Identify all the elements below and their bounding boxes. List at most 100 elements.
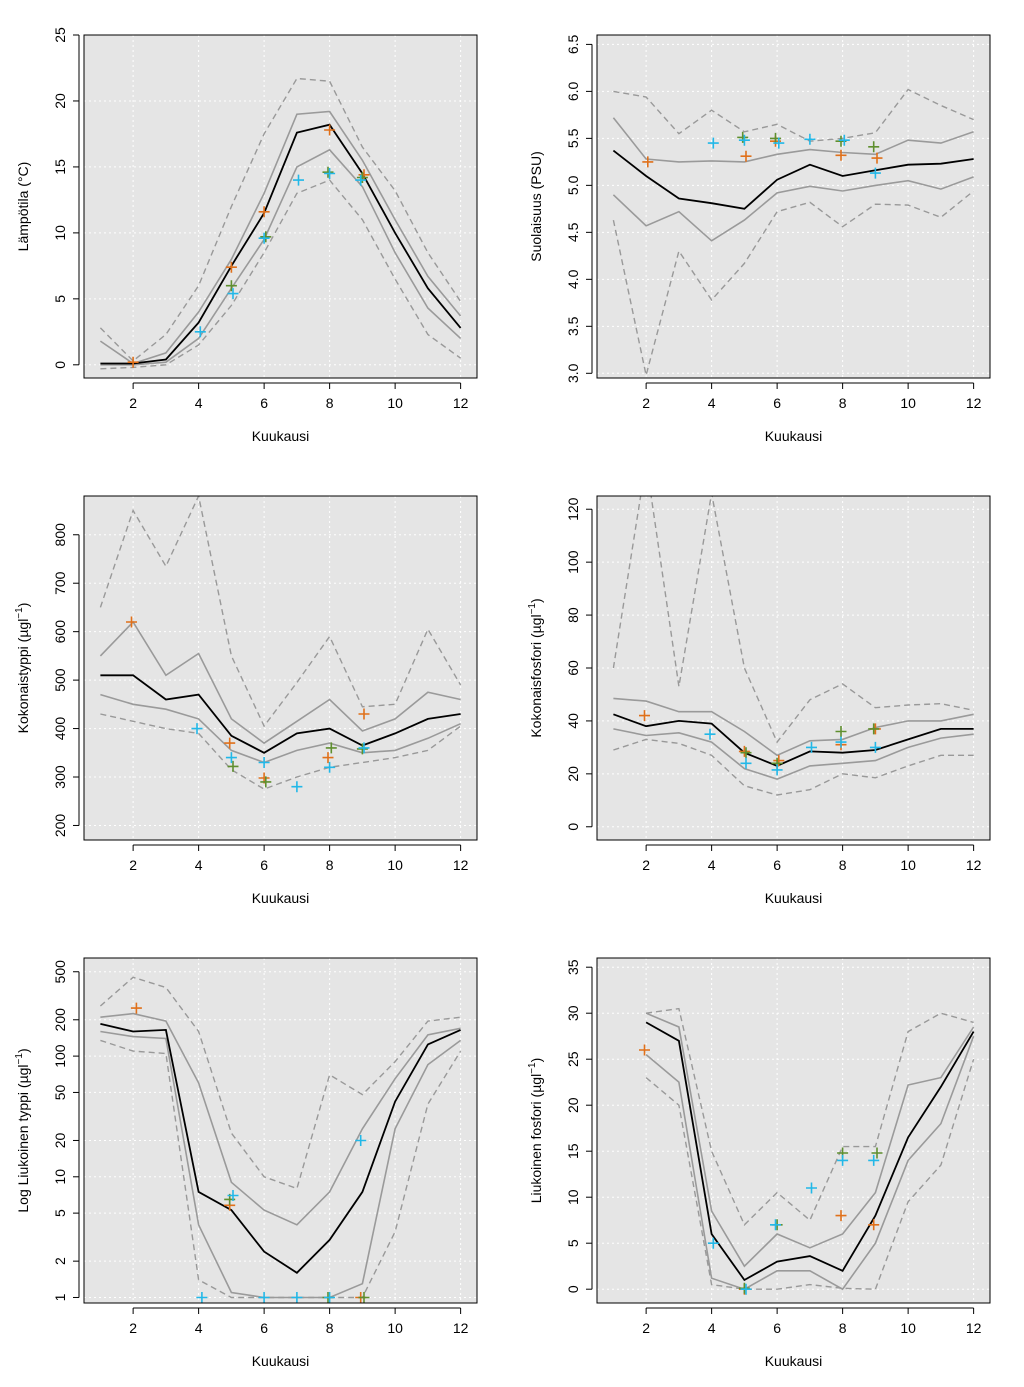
observation-marker-cyan (358, 742, 370, 754)
observation-marker-green (356, 743, 368, 755)
x-tick-label: 12 (966, 1320, 982, 1336)
observation-marker-orange (258, 206, 270, 218)
x-tick-label: 12 (966, 857, 982, 873)
observation-marker-orange (835, 149, 847, 161)
y-tick-label: 35 (565, 959, 581, 975)
y-tick-label: 15 (565, 1143, 581, 1159)
y-tick-label: 5 (52, 295, 68, 303)
outer-lower-line (613, 738, 974, 796)
x-tick-label: 8 (839, 857, 847, 873)
observation-marker-orange (773, 755, 785, 767)
x-tick-label: 12 (453, 395, 469, 411)
observation-marker-orange (127, 356, 139, 368)
observation-marker-orange (324, 124, 336, 136)
x-tick-label: 12 (453, 857, 469, 873)
observation-marker-orange (738, 745, 750, 757)
median-line (100, 674, 461, 754)
y-tick-label: 100 (52, 1044, 68, 1068)
observation-marker-green (835, 726, 847, 737)
x-tick-label: 4 (708, 1320, 716, 1336)
observation-marker-cyan (225, 752, 237, 764)
observation-marker-green (325, 742, 337, 754)
data-lines (612, 88, 975, 376)
data-lines (645, 1007, 975, 1291)
outer-upper-line (99, 77, 462, 362)
outer-lower-line (100, 713, 462, 790)
inner-lower-line (645, 1035, 975, 1291)
observation-marker-orange (639, 710, 650, 722)
y-tick-label: 100 (565, 550, 581, 574)
x-tick-label: 10 (900, 395, 916, 411)
plot-frame (83, 34, 478, 379)
y-tick-label: 120 (565, 497, 581, 521)
observation-marker-cyan (258, 757, 270, 768)
y-axis-title: Suolaisuus (PSU) (528, 151, 544, 262)
plot-background (84, 496, 477, 840)
x-tick-label: 10 (900, 1320, 916, 1336)
y-tick-label: 500 (52, 960, 68, 984)
observation-marker-orange (740, 150, 752, 162)
observation-marker-orange (126, 616, 137, 628)
observation-marker-green (227, 760, 239, 772)
x-tick-label: 4 (195, 395, 203, 411)
x-tick-label: 12 (453, 1320, 469, 1336)
plot-frame (596, 957, 991, 1304)
observation-marker-cyan (740, 757, 752, 769)
observation-marker-cyan (324, 761, 336, 773)
x-tick-label: 2 (642, 857, 650, 873)
plot-background (84, 35, 477, 378)
y-tick-label: 15 (52, 159, 68, 175)
observation-marker-cyan (837, 1154, 849, 1166)
observation-marker-cyan (771, 764, 783, 776)
observation-marker-cyan (227, 1190, 239, 1201)
x-tick-label: 4 (195, 857, 203, 873)
observation-marker-orange (225, 261, 237, 273)
chart-panel-4: 2 4 6 8 10 12020406080100120KuukausiKokonaisf… (527, 495, 991, 906)
y-tick-label: 10 (52, 1169, 68, 1185)
y-tick-label: 25 (52, 27, 68, 43)
observation-marker-green (358, 1292, 370, 1303)
inner-upper-line (100, 1012, 461, 1226)
plot-frame (596, 495, 991, 841)
observation-marker-cyan (291, 781, 303, 793)
x-tick-label: 8 (839, 1320, 847, 1336)
x-tick-label: 8 (839, 395, 847, 411)
data-lines (99, 976, 462, 1299)
observation-marker-cyan (194, 326, 206, 338)
outer-lower-line (100, 179, 462, 370)
y-tick-label: 60 (565, 660, 581, 676)
x-tick-label: 10 (387, 1320, 403, 1336)
y-axis-title: Kokonaisfosfori (µgl−1) (527, 598, 544, 737)
x-tick-label: 10 (387, 395, 403, 411)
median-line (100, 1023, 461, 1274)
y-tick-label: 10 (565, 1189, 581, 1205)
observation-marker-green (868, 723, 880, 735)
y-tick-label: 5 (565, 1239, 581, 1247)
inner-upper-line (613, 697, 974, 757)
outer-lower-line (612, 190, 975, 376)
y-tick-label: 6.0 (565, 81, 581, 101)
x-tick-label: 8 (326, 395, 334, 411)
observation-marker-green (260, 231, 272, 243)
x-tick-label: 6 (773, 395, 781, 411)
x-tick-label: 6 (260, 395, 268, 411)
y-tick-label: 3.5 (565, 316, 581, 336)
chart-panel-6: 2 4 6 8 10 12 0 5 10 15 20 25 30 35 Kuukausi Liukoinen … (527, 957, 991, 1369)
observation-marker-cyan (773, 137, 785, 149)
median-line (645, 1021, 975, 1282)
outer-upper-line (646, 1007, 974, 1227)
x-axis-title: Kuukausi (765, 890, 823, 906)
x-tick-label: 4 (195, 1320, 203, 1336)
x-tick-label: 2 (642, 395, 650, 411)
observation-marker-green (322, 166, 334, 178)
x-tick-label: 10 (900, 857, 916, 873)
chart-panel-3: 2 4 6 8 10 12 200 300 400 500 600 700 800 Kuukausi Kok… (14, 495, 478, 906)
observation-marker-cyan (869, 741, 881, 753)
y-tick-label: 600 (52, 620, 68, 644)
inner-lower-line (100, 693, 461, 764)
observation-marker-orange (224, 737, 236, 749)
x-tick-label: 8 (326, 1320, 334, 1336)
observation-marker-cyan (740, 1283, 752, 1295)
plot-background (84, 958, 477, 1303)
observation-marker-orange (130, 1002, 142, 1014)
